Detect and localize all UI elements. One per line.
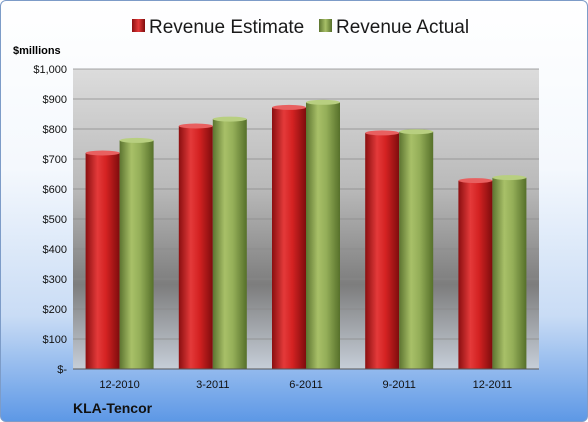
y-tick-label: $1,000	[33, 64, 67, 76]
bar-revenue-estimate	[85, 153, 120, 369]
company-name: KLA-Tencor	[73, 400, 153, 416]
bar-revenue-actual	[399, 131, 434, 369]
legend-item-revenue-actual: Revenue Actual	[319, 17, 469, 41]
x-axis-ticks: 12-2010 3-2011 6-2011 9-2011 12-2011	[99, 379, 512, 391]
bar-revenue-estimate-top	[365, 130, 400, 136]
y-tick-label: $200	[43, 304, 67, 316]
bar-revenue-actual-top	[492, 175, 527, 181]
bar-revenue-estimate	[178, 126, 213, 369]
legend: Revenue Estimate Revenue Actual	[1, 17, 587, 41]
bar-revenue-actual-top	[399, 129, 434, 135]
bar-revenue-estimate-top	[272, 104, 306, 110]
legend-label-actual: Revenue Actual	[336, 17, 470, 38]
y-tick-label: $400	[43, 244, 67, 256]
x-tick-label: 12-2010	[99, 379, 139, 391]
y-tick-label: $100	[43, 334, 67, 346]
x-tick-label: 12-2011	[473, 379, 513, 391]
bar-revenue-actual-top	[306, 99, 340, 105]
bar-revenue-actual	[492, 177, 527, 369]
legend-item-revenue-estimate: Revenue Estimate	[132, 17, 304, 41]
y-axis-ticks: $- $100 $200 $300 $400 $500 $600 $700 $800 $900 $1…	[33, 64, 67, 376]
x-tick-label: 9-2011	[382, 379, 415, 391]
bar-revenue-actual-top	[119, 137, 154, 143]
y-axis-unit-label: $millions	[13, 45, 61, 57]
legend-swatch-estimate	[132, 19, 145, 33]
y-tick-label: $-	[57, 364, 67, 376]
x-tick-label: 3-2011	[196, 379, 229, 391]
bar-revenue-actual	[212, 119, 247, 369]
y-tick-label: $500	[43, 214, 67, 226]
bar-revenue-estimate-top	[85, 150, 120, 156]
legend-label-estimate: Revenue Estimate	[149, 17, 305, 38]
bars	[85, 99, 527, 370]
bar-revenue-actual	[119, 140, 154, 369]
y-tick-label: $800	[43, 124, 67, 136]
bar-revenue-actual-top	[212, 116, 247, 122]
y-tick-label: $300	[43, 274, 67, 286]
y-tick-label: $600	[43, 184, 67, 196]
bar-revenue-estimate-top	[458, 178, 493, 184]
y-tick-label: $700	[43, 154, 67, 166]
y-tick-label: $900	[43, 94, 67, 106]
legend-swatch-actual	[319, 19, 332, 33]
bar-revenue-estimate	[365, 132, 400, 369]
bar-revenue-actual	[306, 102, 340, 370]
bar-revenue-estimate	[458, 180, 493, 369]
bar-revenue-estimate-top	[178, 123, 213, 129]
bar-revenue-estimate	[272, 107, 306, 370]
x-tick-label: 6-2011	[289, 379, 322, 391]
